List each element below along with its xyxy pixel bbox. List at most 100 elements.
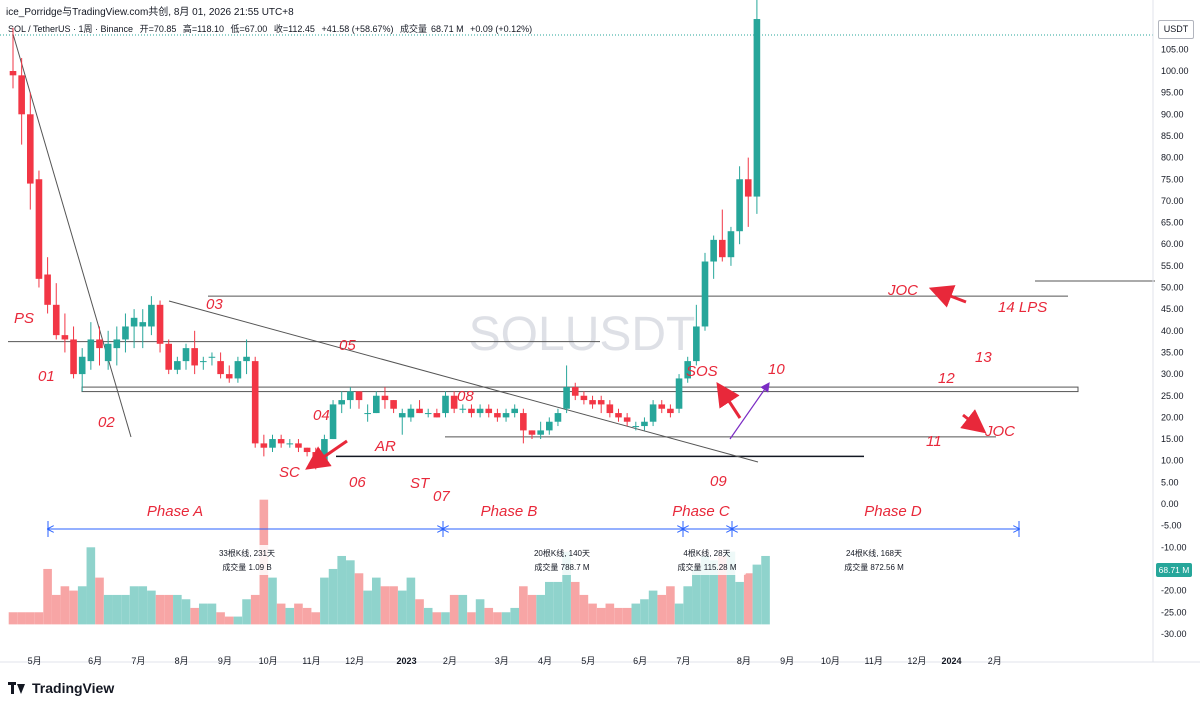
candle-body[interactable] <box>476 408 484 414</box>
candle-body[interactable] <box>719 239 726 258</box>
candle-body[interactable] <box>381 395 389 401</box>
candle-body[interactable] <box>424 413 432 415</box>
candle-body[interactable] <box>571 387 579 396</box>
candle-body[interactable] <box>468 408 475 414</box>
candle-body[interactable] <box>70 339 77 375</box>
candle-body[interactable] <box>554 413 562 422</box>
candle-body[interactable] <box>243 356 250 362</box>
candle-body[interactable] <box>9 71 17 76</box>
candle-body[interactable] <box>442 395 449 414</box>
candle-body[interactable] <box>623 417 631 422</box>
candle-body[interactable] <box>148 304 155 327</box>
candle-body[interactable] <box>130 317 138 327</box>
candle-body[interactable] <box>364 413 371 415</box>
candle-body[interactable] <box>641 421 648 427</box>
candle-body[interactable] <box>485 408 493 414</box>
candle-body[interactable] <box>736 179 743 232</box>
candle-body[interactable] <box>355 391 363 401</box>
candle-body[interactable] <box>407 408 415 418</box>
candle-body[interactable] <box>329 404 337 440</box>
candle-body[interactable] <box>589 400 596 405</box>
candle-body[interactable] <box>528 430 536 435</box>
volume-bar <box>51 594 61 625</box>
candle-body[interactable] <box>675 378 683 409</box>
candle-body[interactable] <box>139 322 147 327</box>
volume-bar <box>735 581 744 625</box>
tradingview-logo[interactable]: TradingView <box>8 680 114 696</box>
candle-body[interactable] <box>303 447 311 453</box>
candle-body[interactable] <box>277 439 285 444</box>
candle-body[interactable] <box>502 413 510 418</box>
candle-body[interactable] <box>658 404 666 409</box>
candle-body[interactable] <box>96 339 103 349</box>
candle-body[interactable] <box>234 361 242 379</box>
wyckoff-label-n06: 06 <box>349 474 366 491</box>
candle-body[interactable] <box>450 395 458 409</box>
candle-body[interactable] <box>546 421 553 431</box>
candle-body[interactable] <box>563 387 570 409</box>
candle-body[interactable] <box>251 361 259 444</box>
candle-body[interactable] <box>597 400 605 405</box>
candle-body[interactable] <box>459 408 467 410</box>
candle-body[interactable] <box>710 239 717 262</box>
candle-body[interactable] <box>295 443 302 448</box>
candle-body[interactable] <box>87 339 95 362</box>
currency-button[interactable]: USDT <box>1158 20 1194 39</box>
volume-bar <box>432 612 442 625</box>
candle-body[interactable] <box>667 408 674 414</box>
candle-body[interactable] <box>727 231 735 258</box>
candle-body[interactable] <box>44 274 51 305</box>
candle-body[interactable] <box>61 335 69 340</box>
candle-body[interactable] <box>744 179 752 197</box>
candle-body[interactable] <box>122 326 129 340</box>
candle-body[interactable] <box>78 356 86 375</box>
candle-body[interactable] <box>174 361 181 370</box>
volume-bar <box>588 603 597 625</box>
range-band-ar <box>81 386 1079 393</box>
candle-body[interactable] <box>156 304 164 344</box>
candle-body[interactable] <box>191 348 198 366</box>
candle-body[interactable] <box>269 439 276 448</box>
candle-body[interactable] <box>260 443 268 448</box>
candle-body[interactable] <box>217 361 224 375</box>
candle-body[interactable] <box>580 395 588 401</box>
candle-body[interactable] <box>701 261 709 327</box>
candle-body[interactable] <box>52 304 60 336</box>
candle-body[interactable] <box>416 408 423 414</box>
candle-body[interactable] <box>373 395 380 414</box>
candle-body[interactable] <box>433 413 441 418</box>
candle-body[interactable] <box>208 356 216 358</box>
price-tick-label: 50.00 <box>1161 283 1184 293</box>
candle-body[interactable] <box>347 391 354 401</box>
price-tick-label: 45.00 <box>1161 304 1184 314</box>
candle-body[interactable] <box>338 400 345 405</box>
open-value: 开=70.85 <box>139 24 177 34</box>
candle-body[interactable] <box>615 413 622 418</box>
candle-body[interactable] <box>537 430 544 435</box>
candle-body[interactable] <box>520 413 527 431</box>
candle-body[interactable] <box>606 404 614 414</box>
candle-body[interactable] <box>286 443 294 445</box>
candle-body[interactable] <box>225 374 233 379</box>
downtrend-line-2 <box>168 300 759 463</box>
candle-body[interactable] <box>693 326 700 362</box>
candle-body[interactable] <box>753 19 761 197</box>
candle-body[interactable] <box>113 339 121 349</box>
candle-body[interactable] <box>398 413 406 418</box>
candle-body[interactable] <box>27 114 34 184</box>
candle-body[interactable] <box>35 179 43 279</box>
candle-body[interactable] <box>649 404 657 422</box>
time-tick-label: 7月 <box>131 656 145 666</box>
candle-body[interactable] <box>165 343 172 370</box>
symbol-label[interactable]: SOL / TetherUS · 1周 · Binance <box>8 24 134 34</box>
candle-body[interactable] <box>200 361 207 363</box>
candle-body[interactable] <box>182 348 190 362</box>
candle-body[interactable] <box>18 75 25 115</box>
candle-body[interactable] <box>632 426 640 428</box>
candle-body[interactable] <box>104 343 112 362</box>
candle-body[interactable] <box>511 408 518 414</box>
candle-body[interactable] <box>494 413 501 418</box>
candle-body[interactable] <box>390 400 397 409</box>
candle-body[interactable] <box>684 361 691 379</box>
